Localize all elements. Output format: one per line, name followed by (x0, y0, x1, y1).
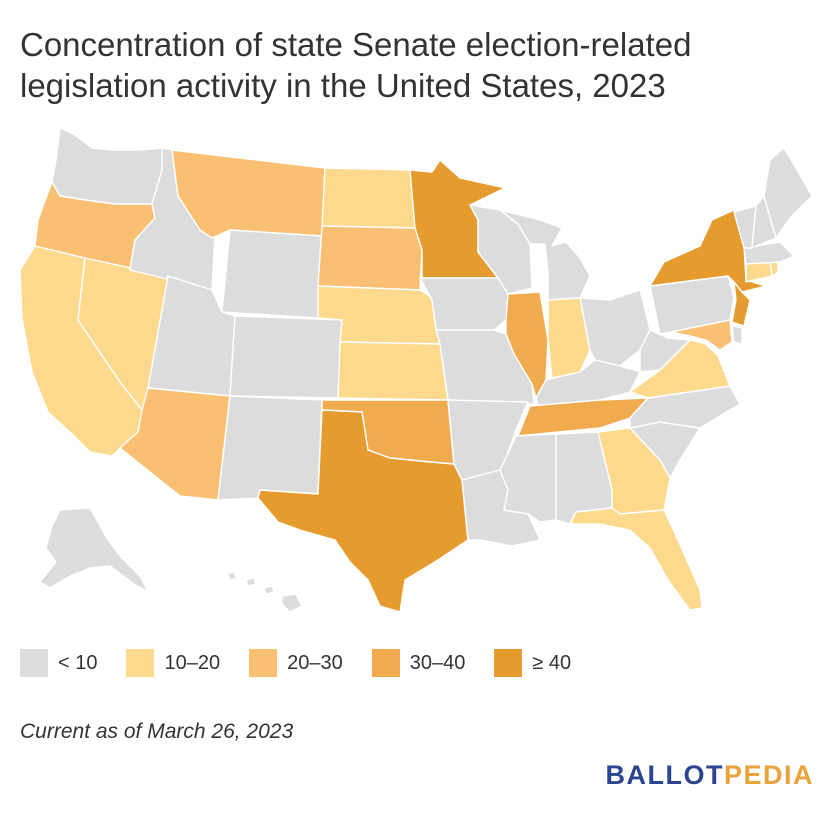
state-ak[interactable] (39, 507, 149, 593)
legend-swatch (371, 649, 400, 677)
us-states-map (19, 127, 813, 613)
legend-label: ≥ 40 (532, 651, 572, 674)
state-hi[interactable] (227, 571, 303, 613)
state-nj[interactable] (731, 281, 751, 327)
state-nd[interactable] (321, 167, 416, 229)
legend-swatch (249, 649, 278, 677)
state-ks[interactable] (337, 341, 449, 401)
legend: < 10 10–20 20–30 30–40 ≥ 40 (20, 648, 600, 678)
legend-item: 30–40 (371, 649, 466, 677)
legend-item: ≥ 40 (494, 649, 571, 677)
legend-item: < 10 (20, 649, 97, 677)
state-md[interactable] (671, 319, 733, 351)
legend-swatch (126, 649, 155, 677)
state-nm[interactable] (217, 395, 323, 501)
state-de[interactable] (731, 325, 743, 345)
legend-swatch (20, 649, 48, 677)
brand-part-ballot: BALLOT (605, 760, 724, 790)
legend-item: 10–20 (126, 649, 220, 677)
state-ny[interactable] (649, 209, 767, 293)
chart-title: Concentration of state Senate election-r… (20, 26, 692, 104)
state-wy[interactable] (221, 229, 323, 319)
legend-label: < 10 (58, 651, 98, 674)
legend-swatch (494, 649, 523, 677)
state-fl[interactable] (569, 507, 703, 611)
state-mi[interactable] (499, 209, 591, 301)
legend-label: 20–30 (287, 651, 343, 674)
state-wa[interactable] (51, 127, 163, 205)
state-nc[interactable] (629, 385, 741, 429)
ballotpedia-logo[interactable]: BALLOTPEDIA (605, 760, 814, 791)
brand-part-pedia: PEDIA (723, 760, 814, 790)
state-nh[interactable] (751, 195, 777, 249)
legend-label: 10–20 (164, 651, 221, 674)
state-me[interactable] (763, 147, 813, 239)
legend-label: 30–40 (409, 651, 466, 674)
state-tx[interactable] (257, 409, 469, 613)
state-ma[interactable] (743, 241, 795, 265)
state-sd[interactable] (317, 225, 423, 291)
legend-item: 20–30 (249, 649, 343, 677)
state-wv[interactable] (639, 329, 691, 373)
state-il[interactable] (505, 291, 549, 399)
state-co[interactable] (229, 315, 343, 399)
footnote: Current as of March 26, 2023 (20, 720, 294, 743)
